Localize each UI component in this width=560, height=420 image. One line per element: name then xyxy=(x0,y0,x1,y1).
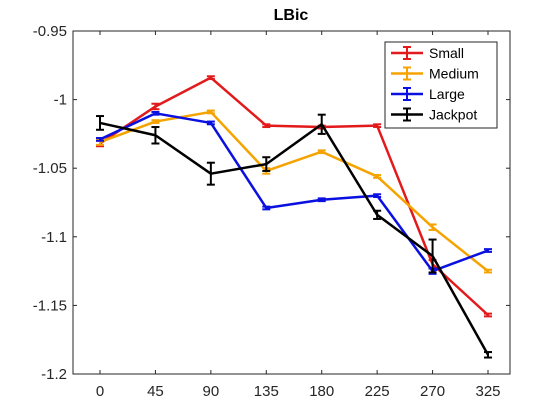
x-tick-label: 225 xyxy=(365,383,390,400)
y-tick-label: -1.05 xyxy=(33,160,67,177)
x-tick-label: 270 xyxy=(420,383,445,400)
legend: Small Medium Large Jackpot xyxy=(385,42,497,128)
legend-item-jackpot: Jackpot xyxy=(391,107,477,123)
x-tick-label: 180 xyxy=(309,383,334,400)
y-tick-label: -1.1 xyxy=(41,229,67,246)
legend-label: Medium xyxy=(429,66,479,82)
legend-label: Jackpot xyxy=(429,107,477,123)
y-tick-label: -1.15 xyxy=(33,297,67,314)
x-tick-label: 325 xyxy=(475,383,500,400)
chart-title: LBic xyxy=(274,7,309,24)
y-tick-label: -0.95 xyxy=(33,23,67,40)
x-tick-label: 45 xyxy=(147,383,164,400)
legend-item-medium: Medium xyxy=(391,66,479,82)
legend-label: Small xyxy=(429,45,464,61)
x-tick-label: 135 xyxy=(254,383,279,400)
x-tick-label: 0 xyxy=(96,383,104,400)
legend-label: Large xyxy=(429,86,465,102)
y-tick-label: -1.2 xyxy=(41,366,67,383)
x-tick-label: 90 xyxy=(203,383,220,400)
y-tick-label: -1 xyxy=(54,92,67,109)
